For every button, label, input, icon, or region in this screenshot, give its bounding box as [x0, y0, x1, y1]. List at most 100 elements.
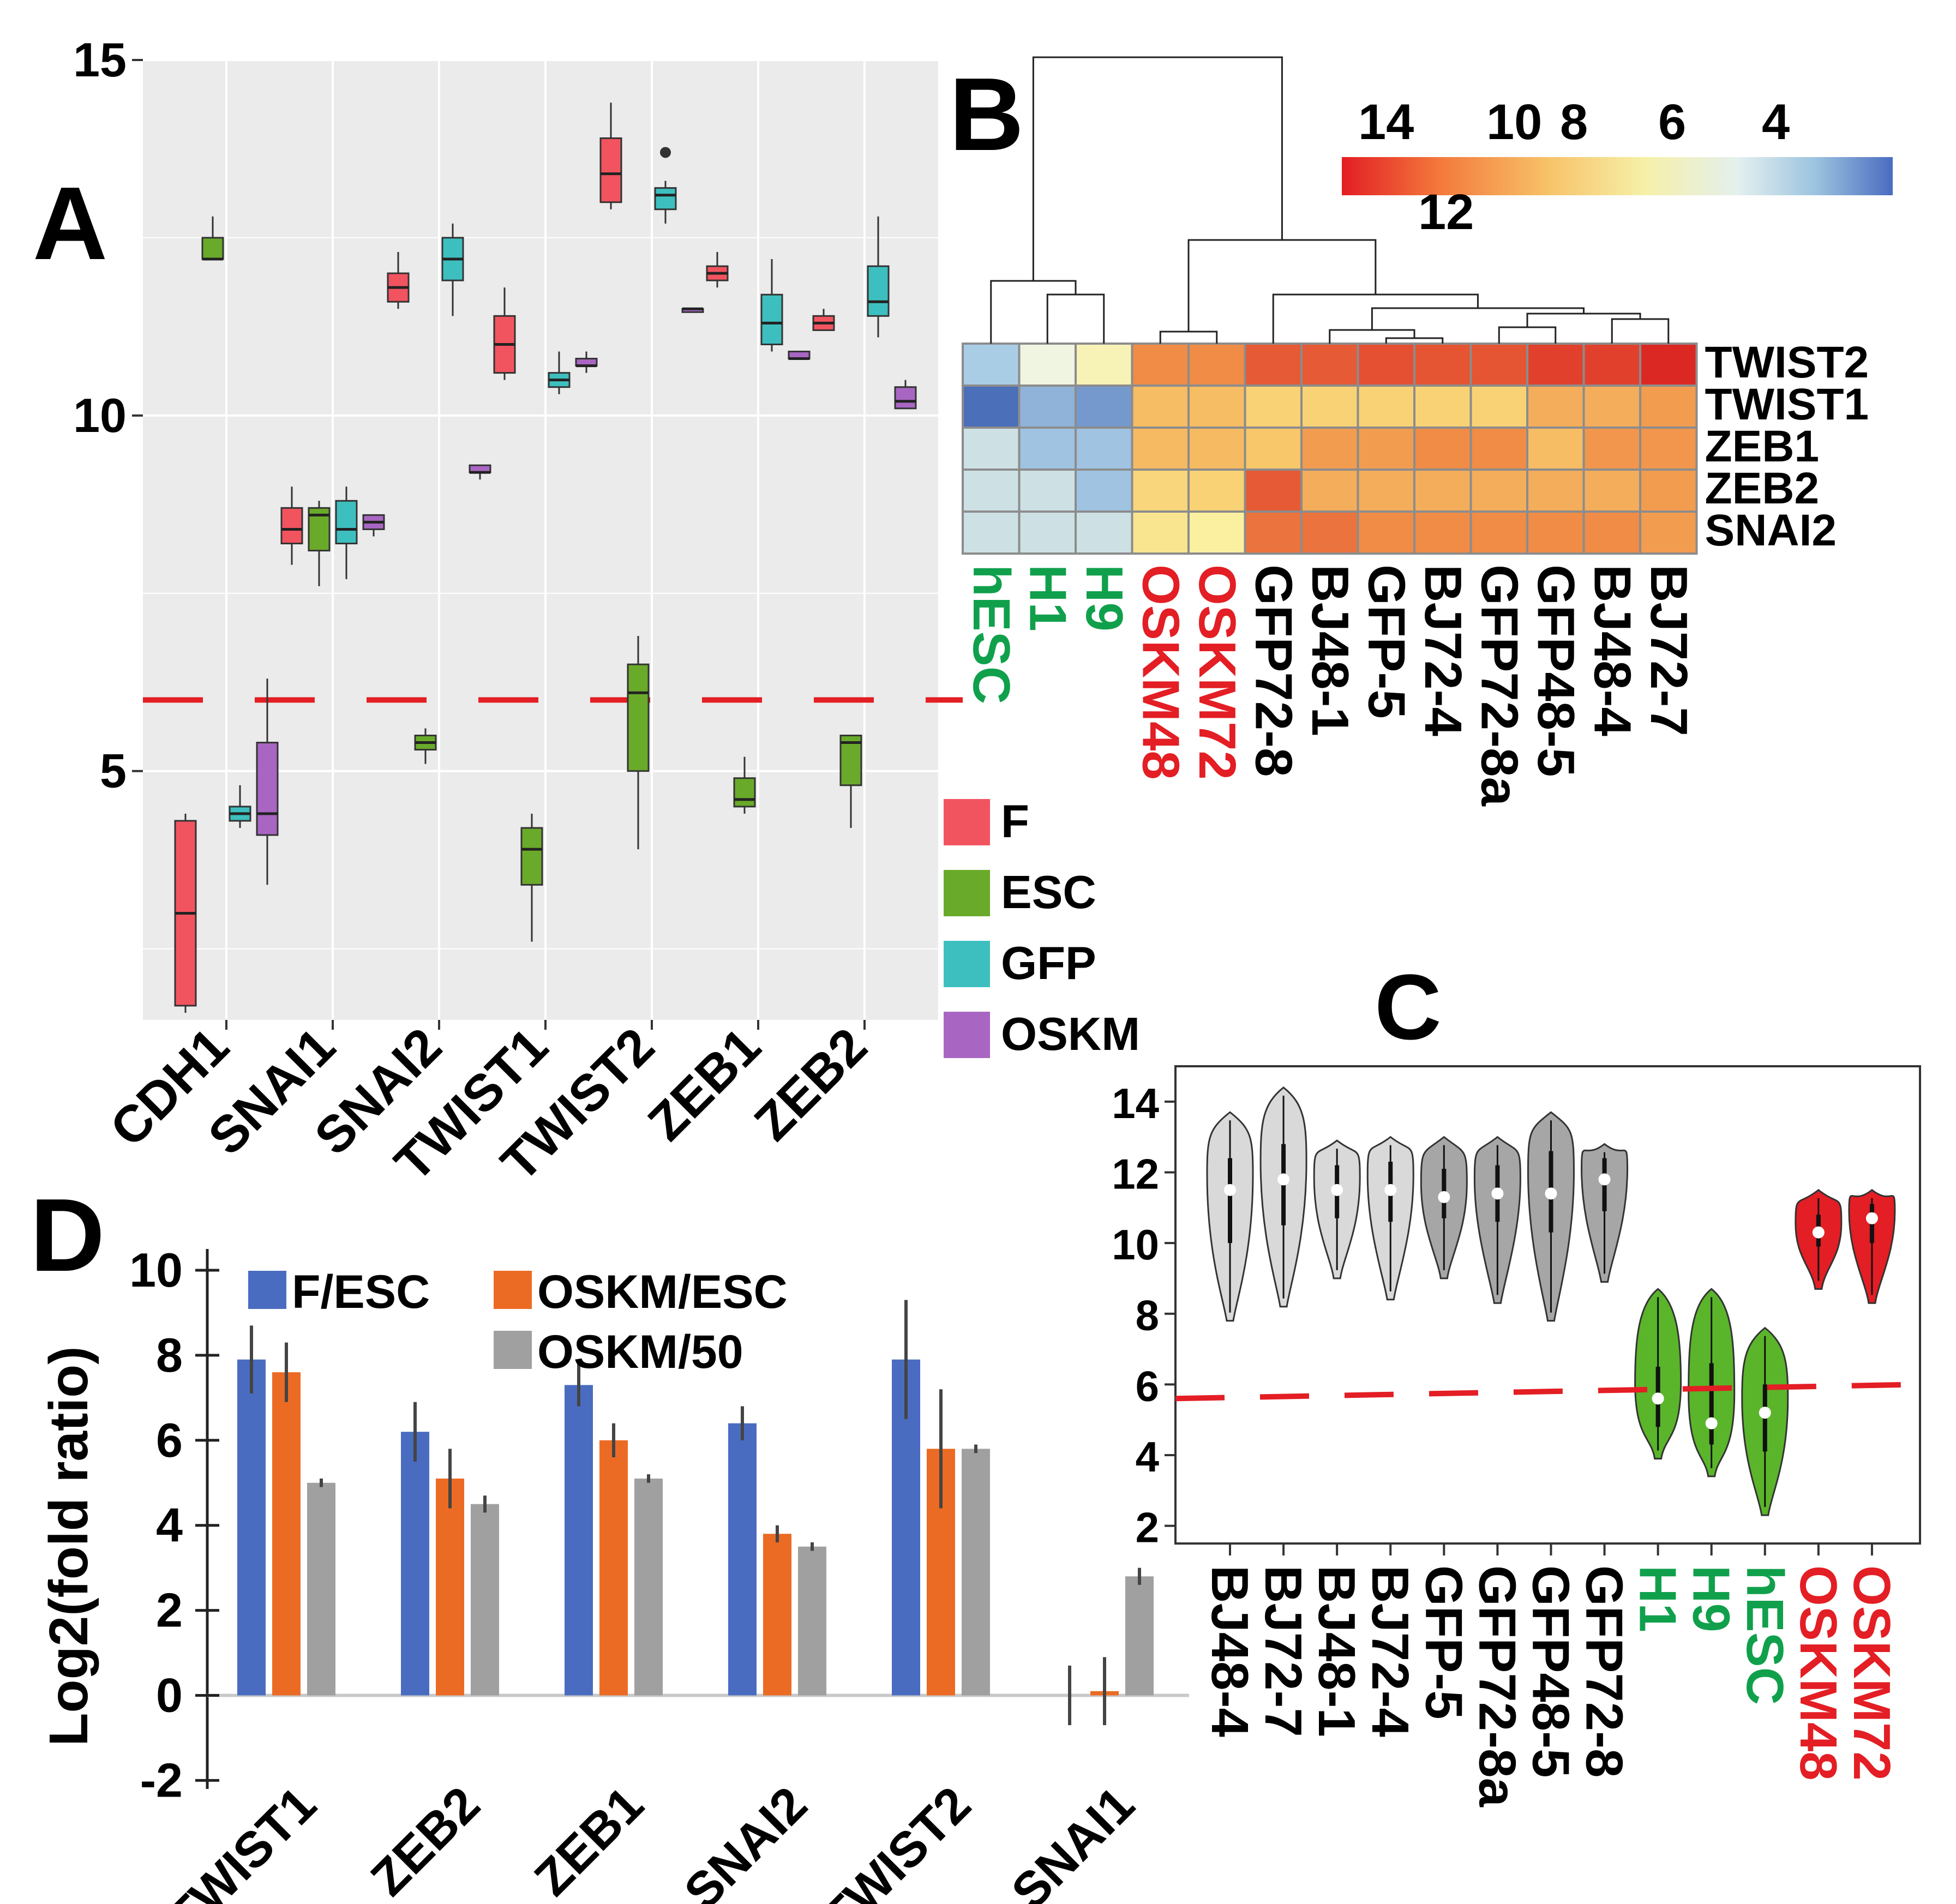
heatmap-row-label: SNAI2: [1705, 506, 1837, 555]
heatmap-cell: [1018, 510, 1077, 555]
heatmap-cell: [1526, 427, 1585, 471]
heatmap-cell: [1582, 510, 1641, 555]
panel-a-legend-swatch-oskm: [944, 1012, 990, 1058]
panel-c-violin-median: [1491, 1187, 1504, 1200]
heatmap-scale-label: 4: [1762, 94, 1790, 150]
panel-a-ytick-label: 5: [100, 744, 127, 798]
heatmap-col-label: GFP72-8a: [1470, 564, 1528, 806]
panel-c-xlabel: hESC: [1736, 1565, 1794, 1705]
heatmap-cell: [1639, 510, 1698, 555]
heatmap-scale-label: 8: [1560, 94, 1588, 150]
panel-a-box-esc: [201, 237, 224, 260]
panel-d-ytick-label: 2: [156, 1583, 183, 1637]
heatmap-cell: [1526, 469, 1585, 513]
heatmap-cell: [1526, 343, 1585, 387]
heatmap-cell: [1413, 343, 1472, 387]
heatmap-row-label: ZEB2: [1705, 464, 1820, 513]
heatmap-cell: [1131, 343, 1190, 387]
heatmap-cell: [1300, 510, 1359, 555]
heatmap-cell: [1187, 510, 1246, 555]
heatmap-col-label: GFP48-5: [1527, 564, 1585, 777]
heatmap-cell: [1075, 510, 1133, 555]
panel-c-ytick-label: 12: [1112, 1150, 1159, 1198]
panel-c-ytick-label: 4: [1136, 1433, 1159, 1481]
panel-letter-a: A: [33, 166, 107, 281]
heatmap-color-scale: [1342, 157, 1893, 195]
panel-d-xlabel: SNAI1: [1001, 1776, 1145, 1904]
panel-letter-b: B: [949, 57, 1024, 172]
panel-a-box-gfp: [335, 500, 358, 545]
panel-c-xlabel: BJ72-4: [1361, 1565, 1419, 1737]
heatmap-cell: [1582, 385, 1641, 429]
panel-a-ytick-label: 15: [73, 33, 127, 87]
heatmap-cell: [1413, 469, 1472, 513]
heatmap-col-label: BJ48-1: [1301, 564, 1359, 736]
panel-a-xlabel: ZEB1: [637, 1017, 772, 1152]
heatmap-cell: [1244, 385, 1303, 429]
dendrogram-link: [1187, 239, 1377, 332]
panel-c-xlabel: OSKM48: [1789, 1565, 1847, 1781]
panel-d-bar-orange: [599, 1440, 628, 1696]
panel-c-xlabel: H1: [1629, 1565, 1687, 1632]
panel-c-ytick-label: 14: [1112, 1079, 1159, 1127]
heatmap-cell: [1357, 510, 1415, 555]
panel-d-legend-swatch-gray: [494, 1331, 532, 1369]
panel-d-xlabel: SNAI2: [674, 1776, 818, 1904]
panel-d-legend-swatch-blue: [248, 1271, 286, 1309]
panel-c-threshold-line: [1175, 1382, 1921, 1402]
dendrogram-link: [1032, 56, 1283, 281]
heatmap-cell: [1357, 469, 1415, 513]
panel-a-legend-label: GFP: [1001, 938, 1096, 989]
heatmap-cell: [1357, 385, 1415, 429]
panel-a-box-gfp: [867, 265, 890, 317]
panel-d-xlabel: TWIST1: [157, 1776, 327, 1904]
heatmap-cell: [1582, 469, 1641, 513]
panel-d-bar-gray: [1125, 1576, 1154, 1696]
heatmap-scale-label: 12: [1418, 184, 1474, 240]
heatmap-cell: [1075, 385, 1133, 429]
heatmap-col-label: BJ72-7: [1640, 564, 1698, 736]
heatmap-col-label: GFP-5: [1357, 564, 1415, 719]
heatmap-cell: [1639, 469, 1698, 513]
panel-d-bar-blue: [401, 1432, 429, 1696]
heatmap-scale-label: 14: [1358, 94, 1414, 150]
panel-c-violin-median: [1812, 1226, 1825, 1239]
heatmap-cell: [1357, 343, 1415, 387]
heatmap-cell: [962, 343, 1021, 387]
heatmap-cell: [1300, 343, 1359, 387]
heatmap-cell: [1582, 427, 1641, 471]
heatmap-cell: [1075, 469, 1133, 513]
dendrogram-link: [1272, 293, 1479, 344]
heatmap-col-label: BJ72-4: [1414, 564, 1472, 736]
heatmap-cell: [1244, 343, 1303, 387]
panel-a-legend-label: F: [1001, 796, 1029, 848]
panel-c-violin-median: [1865, 1212, 1878, 1224]
panel-d-bar-orange: [763, 1534, 791, 1696]
heatmap-cell: [1582, 343, 1641, 387]
heatmap-cell: [1469, 510, 1528, 555]
panel-c-xlabel: OSKM72: [1843, 1565, 1901, 1781]
panel-d-ytick-label: 10: [129, 1243, 183, 1297]
panel-d-ytick-label: 6: [156, 1413, 183, 1467]
panel-c-violin-iqr: [1228, 1158, 1232, 1244]
heatmap-cell: [1469, 343, 1528, 387]
dendrogram-link: [1046, 293, 1105, 344]
heatmap-cell: [1018, 385, 1077, 429]
heatmap-cell: [1639, 385, 1698, 429]
panel-d-ytick-label: 4: [156, 1498, 183, 1552]
panel-d-legend-label: OSKM/ESC: [537, 1266, 788, 1318]
dendrogram-link: [1498, 326, 1557, 344]
dendrogram-link: [1159, 331, 1218, 344]
heatmap-col-label: H1: [1018, 564, 1077, 632]
heatmap-col-label: OSKM48: [1131, 564, 1190, 780]
panel-d-legend-label: OSKM/50: [537, 1326, 743, 1378]
panel-d-bar-gray: [798, 1546, 826, 1696]
panel-c-violin-median: [1438, 1191, 1450, 1203]
heatmap-scale-label: 6: [1658, 94, 1686, 150]
dendrogram-link: [1611, 318, 1670, 344]
panel-a-box-gfp: [654, 187, 677, 211]
heatmap-cell: [1300, 427, 1359, 471]
panel-a-box-esc: [520, 827, 543, 886]
